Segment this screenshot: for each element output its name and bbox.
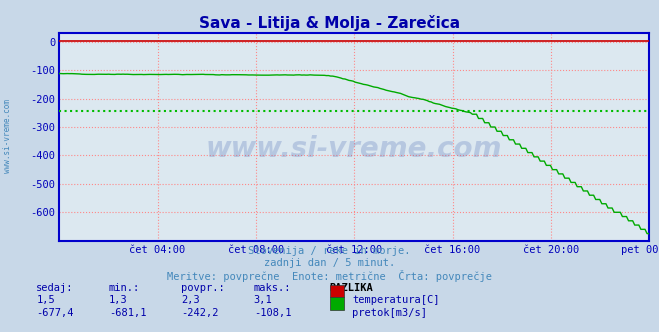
Text: zadnji dan / 5 minut.: zadnji dan / 5 minut. [264,258,395,268]
Text: Meritve: povprečne  Enote: metrične  Črta: povprečje: Meritve: povprečne Enote: metrične Črta:… [167,270,492,282]
Text: Sava - Litija & Molja - Zarečica: Sava - Litija & Molja - Zarečica [199,15,460,31]
Text: -108,1: -108,1 [254,308,291,318]
Text: min.:: min.: [109,283,140,293]
Text: www.si-vreme.com: www.si-vreme.com [206,135,502,163]
Text: povpr.:: povpr.: [181,283,225,293]
Text: -242,2: -242,2 [181,308,219,318]
Text: -677,4: -677,4 [36,308,74,318]
Text: maks.:: maks.: [254,283,291,293]
Text: www.si-vreme.com: www.si-vreme.com [3,99,13,173]
Text: 3,1: 3,1 [254,295,272,305]
Text: pretok[m3/s]: pretok[m3/s] [352,308,427,318]
Text: -681,1: -681,1 [109,308,146,318]
Text: 1,3: 1,3 [109,295,127,305]
Text: 1,5: 1,5 [36,295,55,305]
Text: RAZLIKA: RAZLIKA [330,283,373,293]
Text: 2,3: 2,3 [181,295,200,305]
Text: Slovenija / reke in morje.: Slovenija / reke in morje. [248,246,411,256]
Text: temperatura[C]: temperatura[C] [352,295,440,305]
Text: sedaj:: sedaj: [36,283,74,293]
